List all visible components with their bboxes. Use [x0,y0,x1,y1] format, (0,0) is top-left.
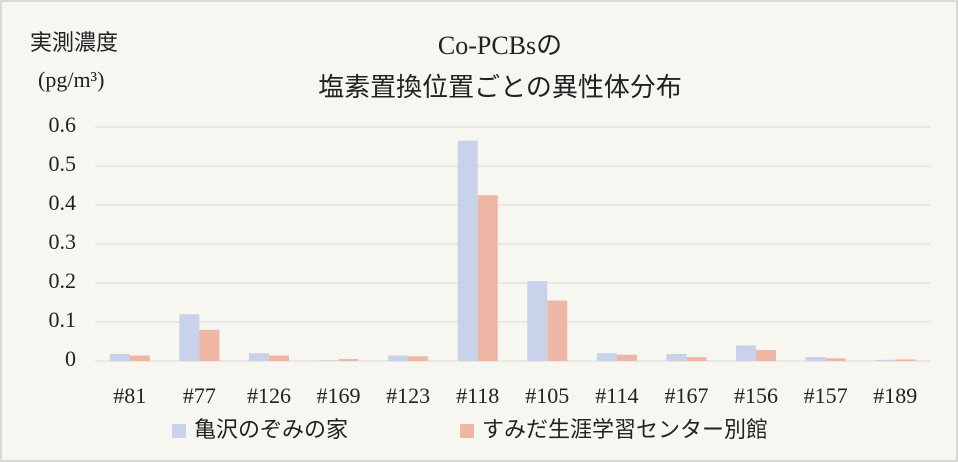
bar [596,353,617,361]
x-tick-label: #167 [664,383,708,408]
bar [477,195,498,361]
y-tick-label: 0.6 [49,112,77,137]
chart-title: Co-PCBsの [438,31,562,60]
bar [199,329,220,361]
bar [109,353,130,361]
x-tick-label: #126 [247,383,291,408]
y-tick-label: 0 [65,346,76,371]
y-tick-label: 0.2 [49,268,77,293]
x-tick-label: #77 [183,383,216,408]
bar [895,359,916,361]
bar [527,281,548,361]
bar [875,359,896,361]
x-tick-label: #157 [804,383,848,408]
x-tick-label: #123 [386,383,430,408]
x-tick-label: #189 [873,383,917,408]
y-tick-label: 0.4 [49,190,77,215]
bar [736,345,757,361]
y-tick-label: 0.1 [49,307,77,332]
bar [388,355,409,361]
y-axis-label: 実測濃度 [30,30,118,55]
y-tick-label: 0.5 [49,151,77,176]
bar [666,353,687,361]
bar [338,359,359,361]
y-axis-label: (pg/m³) [38,67,104,92]
legend-swatch [460,424,474,438]
bar [547,300,568,361]
x-tick-label: #105 [525,383,569,408]
chart-title: 塩素置換位置ごとの異性体分布 [318,73,682,102]
x-tick-label: #81 [113,383,146,408]
bar [686,357,707,361]
bar [318,360,339,361]
x-tick-label: #156 [734,383,778,408]
bar [825,358,846,361]
legend-label: すみだ生涯学習センター別館 [482,417,768,442]
bar [248,353,269,361]
x-tick-label: #118 [456,383,499,408]
legend-label: 亀沢のぞみの家 [194,417,348,442]
x-tick-label: #114 [595,383,638,408]
legend-swatch [172,424,186,438]
bar [268,355,289,361]
bar [129,355,150,361]
bar [408,356,429,361]
bar [179,314,200,361]
bar [805,357,826,361]
y-tick-label: 0.3 [49,229,77,254]
bar [756,350,777,361]
bar [616,354,637,361]
bar [457,140,478,361]
x-tick-label: #169 [317,383,361,408]
